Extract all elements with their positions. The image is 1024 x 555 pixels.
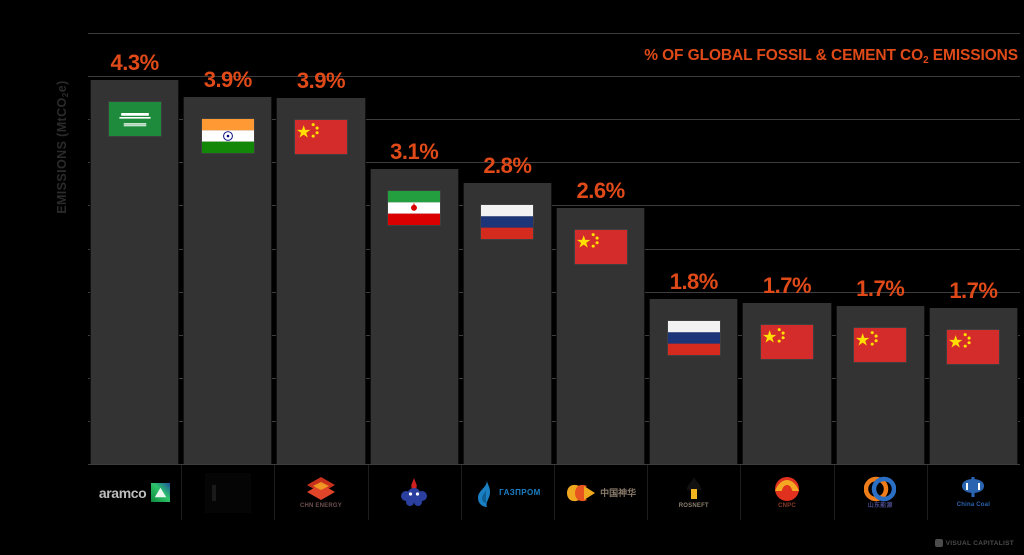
company-logo-aramco-logo[interactable]: aramco: [88, 465, 183, 520]
credit-text: VISUAL CAPITALIST: [945, 539, 1014, 547]
flag-china-icon: [294, 119, 347, 154]
bar-percent-label: 1.7%: [949, 277, 998, 303]
bar-percent-label: 4.3%: [110, 49, 160, 75]
flag-china-icon: [854, 327, 907, 362]
plot-area: 2000180016001400120010008006004002000 4.…: [88, 33, 1020, 465]
header-note: % OF GLOBAL FOSSIL & CEMENT CO2 EMISSION…: [644, 47, 1018, 66]
gridline: [88, 162, 1020, 164]
bar-column[interactable]: 1.7%: [927, 33, 1020, 464]
gridline: [88, 76, 1020, 78]
bar-percent-label: 3.9%: [203, 66, 253, 92]
bar-column[interactable]: 3.1%: [368, 33, 461, 464]
bar[interactable]: [556, 208, 646, 464]
gridline: [88, 248, 1020, 250]
company-logo-china-energy-logo[interactable]: 中国神华: [554, 465, 649, 520]
bar-percent-label: 1.7%: [856, 275, 905, 301]
company-logo-nioc-logo[interactable]: [368, 465, 462, 520]
bar-column[interactable]: 4.3%: [88, 33, 181, 464]
bar-series: 4.3% 3.9% 3.9% 3.1% 2.8% 2.6% 1.8% 1.7% 1.7% 1.7%: [88, 33, 1020, 464]
company-logo-china-coal-logo[interactable]: China Coal: [927, 465, 1020, 520]
bar[interactable]: [90, 79, 180, 464]
bar-column[interactable]: 1.7%: [834, 33, 927, 464]
company-logo-row: aramco CHN ENERGY ГАЗПРОМ 中国神华 ROSNEFT CNPC 山东…: [88, 465, 1020, 520]
gridline: [88, 377, 1020, 379]
bar-column[interactable]: 3.9%: [274, 33, 367, 464]
bar-column[interactable]: 3.9%: [181, 33, 274, 464]
bar[interactable]: [649, 299, 739, 464]
bar[interactable]: [369, 168, 459, 464]
bar-column[interactable]: 1.7%: [740, 33, 833, 464]
header-note-text: % OF GLOBAL FOSSIL & CEMENT CO2 EMISSION…: [644, 47, 1018, 66]
bar-percent-label: 2.8%: [483, 152, 532, 178]
y-axis-title-text: EMISSIONS (MtCO2e): [55, 80, 70, 214]
bar[interactable]: [742, 303, 832, 464]
credit-mark-icon: [934, 539, 943, 547]
bar-percent-label: 1.7%: [762, 273, 812, 299]
gridline: [88, 291, 1020, 293]
bar-percent-label: 3.9%: [296, 67, 346, 93]
flag-russia-icon: [481, 204, 534, 239]
bar-percent-label: 3.1%: [390, 138, 439, 164]
bar[interactable]: [462, 182, 552, 464]
bar-column[interactable]: 1.8%: [647, 33, 740, 464]
flag-saudi-arabia-icon: [108, 101, 161, 136]
company-logo-coal-india-logo[interactable]: [181, 465, 276, 520]
credit-watermark: VISUAL CAPITALIST: [934, 539, 1014, 547]
gridline: [88, 33, 1020, 34]
bar[interactable]: [276, 97, 366, 464]
bar[interactable]: [835, 305, 925, 464]
flag-china-icon: [574, 230, 627, 264]
flag-iran-icon: [388, 190, 441, 225]
company-logo-cnpc-logo[interactable]: CNPC: [740, 465, 835, 520]
company-logo-chn-energy-logo[interactable]: CHN ENERGY: [274, 465, 369, 520]
bar[interactable]: [928, 307, 1018, 464]
bar-column[interactable]: 2.6%: [554, 33, 647, 464]
y-axis-title: EMISSIONS (MtCO2e): [55, 37, 70, 257]
bar-column[interactable]: 2.8%: [461, 33, 554, 464]
flag-india-icon: [201, 118, 254, 153]
flag-china-icon: [760, 325, 813, 360]
company-logo-rosneft-logo[interactable]: ROSNEFT: [647, 465, 742, 520]
company-logo-shandong-energy-logo[interactable]: 山东能源: [834, 465, 928, 520]
bar-percent-label: 1.8%: [669, 269, 719, 295]
gridline: [88, 464, 1020, 465]
gridline: [88, 420, 1020, 422]
bar-percent-label: 2.6%: [576, 178, 626, 203]
bar[interactable]: [183, 96, 273, 464]
flag-russia-icon: [667, 321, 720, 356]
gridline: [88, 205, 1020, 207]
gridline: [88, 334, 1020, 336]
company-logo-gazprom-logo[interactable]: ГАЗПРОМ: [461, 465, 555, 520]
gridline: [88, 119, 1020, 121]
flag-china-icon: [947, 329, 1000, 364]
